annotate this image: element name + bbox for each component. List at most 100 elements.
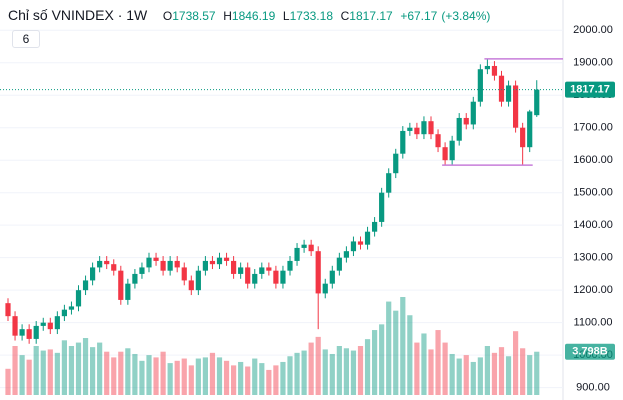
volume-bar — [315, 336, 321, 395]
candle-body — [47, 322, 53, 330]
candle-body — [118, 270, 124, 300]
volume-bar — [463, 355, 469, 395]
candle-body — [435, 134, 441, 148]
candle-body — [19, 329, 25, 336]
y-tick-label: 1600.00 — [573, 154, 613, 166]
candle-body — [343, 251, 349, 258]
candle-body — [491, 65, 498, 76]
candle-body — [223, 257, 230, 261]
volume-bar — [216, 357, 223, 395]
candle-body — [125, 283, 131, 300]
volume-bar — [527, 355, 533, 395]
volume-bar — [372, 330, 378, 395]
volume-bar — [54, 352, 60, 395]
candle-body — [160, 260, 166, 271]
volume-bar — [520, 348, 526, 395]
y-tick-label: 1200.00 — [573, 284, 613, 296]
volume-bar — [146, 355, 152, 395]
change: +67.17 — [400, 9, 438, 23]
candle-body — [329, 270, 335, 284]
candle-body — [357, 241, 364, 245]
volume-bar — [350, 350, 357, 395]
volume-bar — [174, 360, 180, 395]
volume-bar — [477, 357, 483, 395]
candle-body — [505, 85, 512, 102]
candle-body — [26, 329, 32, 339]
candle-body — [449, 140, 455, 161]
candle-body — [82, 280, 89, 291]
volume-bar — [245, 366, 251, 395]
volume-bar — [280, 361, 286, 395]
volume-bar — [400, 297, 406, 395]
candle-body — [513, 85, 519, 128]
volume-bar — [491, 352, 498, 395]
candle-body — [12, 316, 18, 336]
candle-body — [350, 241, 357, 252]
candle-body — [40, 322, 46, 326]
candle-body — [372, 221, 378, 232]
candle-body — [54, 316, 60, 330]
volume-bar — [47, 349, 53, 395]
candle-body — [484, 65, 490, 70]
volume-bar — [414, 342, 420, 395]
y-tick-label: 1400.00 — [573, 219, 613, 231]
l-key: L — [282, 9, 290, 23]
candle-body — [386, 173, 392, 193]
candle-body — [238, 267, 244, 274]
candle-body — [5, 303, 11, 317]
candle-body — [364, 231, 371, 245]
volume-bar — [505, 356, 512, 395]
volume-bar — [195, 358, 201, 395]
candle-body — [97, 260, 103, 268]
candle-body — [456, 117, 462, 141]
candle-body — [463, 117, 469, 125]
y-tick-label: 1700.00 — [573, 122, 613, 134]
candle-body — [153, 257, 159, 261]
symbol: Chỉ số VNINDEX · 1W — [8, 7, 148, 23]
candle-body — [498, 75, 505, 102]
volume-bar — [266, 369, 272, 395]
volume-bar — [125, 348, 131, 395]
volume-bar — [449, 353, 455, 395]
candle-body — [308, 244, 314, 252]
volume-bar — [442, 342, 448, 395]
volume-bar — [153, 357, 159, 395]
volume-bar — [428, 349, 434, 395]
volume-bar — [90, 347, 96, 395]
volume-bar — [343, 348, 349, 395]
volume-bar — [61, 340, 67, 395]
y-tick-label: 1100.00 — [574, 317, 613, 329]
volume-bar — [336, 346, 342, 395]
y-tick-label: 900.00 — [576, 382, 610, 394]
candle-body — [174, 260, 180, 268]
volume-bar — [393, 310, 399, 395]
candle-body — [414, 127, 420, 135]
volume-bar — [188, 365, 194, 395]
price-badge — [565, 81, 615, 98]
candle-body — [527, 111, 533, 148]
volume-bar — [231, 365, 237, 395]
volume-bar — [484, 346, 490, 395]
l-value: 1733.18 — [289, 9, 333, 23]
volume-bar — [534, 351, 540, 395]
volume-bar — [132, 353, 138, 395]
candle-body — [202, 260, 208, 271]
volume-bar — [273, 365, 279, 395]
o-value: 1738.57 — [172, 9, 216, 23]
volume-bar — [12, 346, 18, 395]
volume-bar — [97, 342, 103, 395]
candle-body — [266, 267, 272, 271]
volume-bar — [111, 357, 117, 395]
candle-body — [407, 127, 413, 131]
candle-body — [90, 267, 96, 281]
candle-body — [393, 153, 399, 174]
candle-body — [287, 260, 293, 271]
candle-body — [336, 257, 342, 271]
volume-bar — [252, 358, 258, 395]
candle-body — [421, 121, 427, 135]
volume-bar — [407, 315, 413, 395]
indicator-toggle[interactable]: 6 — [12, 30, 40, 48]
volume-bar — [40, 350, 46, 395]
volume-bar — [238, 361, 244, 395]
